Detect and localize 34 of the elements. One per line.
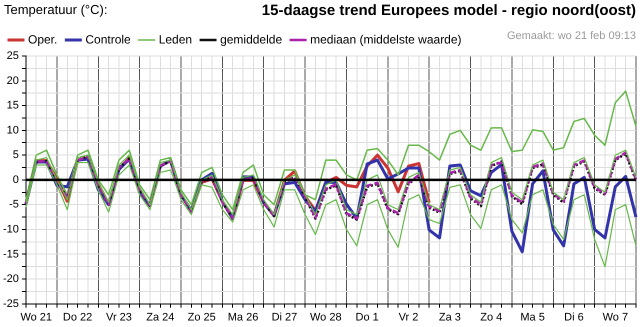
y-tick-label: -25	[2, 298, 19, 310]
text: Gemaakt: wo 21 feb 09:13	[506, 30, 636, 42]
y-tick-label: -20	[2, 273, 19, 286]
x-tick-label: Zo 4	[480, 311, 502, 324]
y-tick-label: -15	[2, 248, 19, 260]
x-tick-label: Di 6	[564, 311, 584, 324]
y-tick-label: 25	[6, 50, 19, 62]
y-axis-title: Temperatuur (°C):	[4, 2, 108, 17]
x-tick-label: Di 27	[272, 311, 298, 324]
x-tick-label: Ma 5	[520, 311, 545, 324]
y-tick-label: 15	[6, 100, 19, 112]
x-tick-label: Vr 23	[106, 311, 132, 324]
y-tick-label: 10	[6, 124, 19, 136]
legend-label: Controle	[85, 32, 132, 46]
y-tick-label: -5	[9, 198, 19, 211]
x-tick-label: Do 22	[62, 311, 92, 324]
x-tick-label: Zo 25	[188, 311, 216, 324]
legend-label: gemiddelde	[220, 32, 282, 46]
y-tick-label: 20	[6, 74, 19, 87]
chart-title: 15-daagse trend Europees model - regio noord(oost)	[262, 2, 636, 19]
legend-label: mediaan (middelste waarde)	[310, 32, 462, 46]
legend-label: Oper.	[28, 32, 58, 46]
x-tick-label: Za 24	[146, 311, 174, 324]
x-tick-label: Wo 28	[310, 311, 342, 324]
y-tick-label: 0	[12, 174, 19, 186]
x-tick-label: Vr 2	[398, 311, 418, 324]
y-tick-label: -10	[2, 223, 19, 236]
legend-label: Leden	[158, 32, 192, 46]
x-tick-label: Do 1	[356, 311, 379, 324]
x-tick-label: Ma 26	[228, 311, 258, 324]
x-tick-label: Wo 7	[602, 311, 628, 324]
y-tick-label: 5	[12, 149, 19, 162]
x-tick-label: Za 3	[438, 311, 461, 324]
x-tick-label: Wo 21	[20, 311, 52, 324]
